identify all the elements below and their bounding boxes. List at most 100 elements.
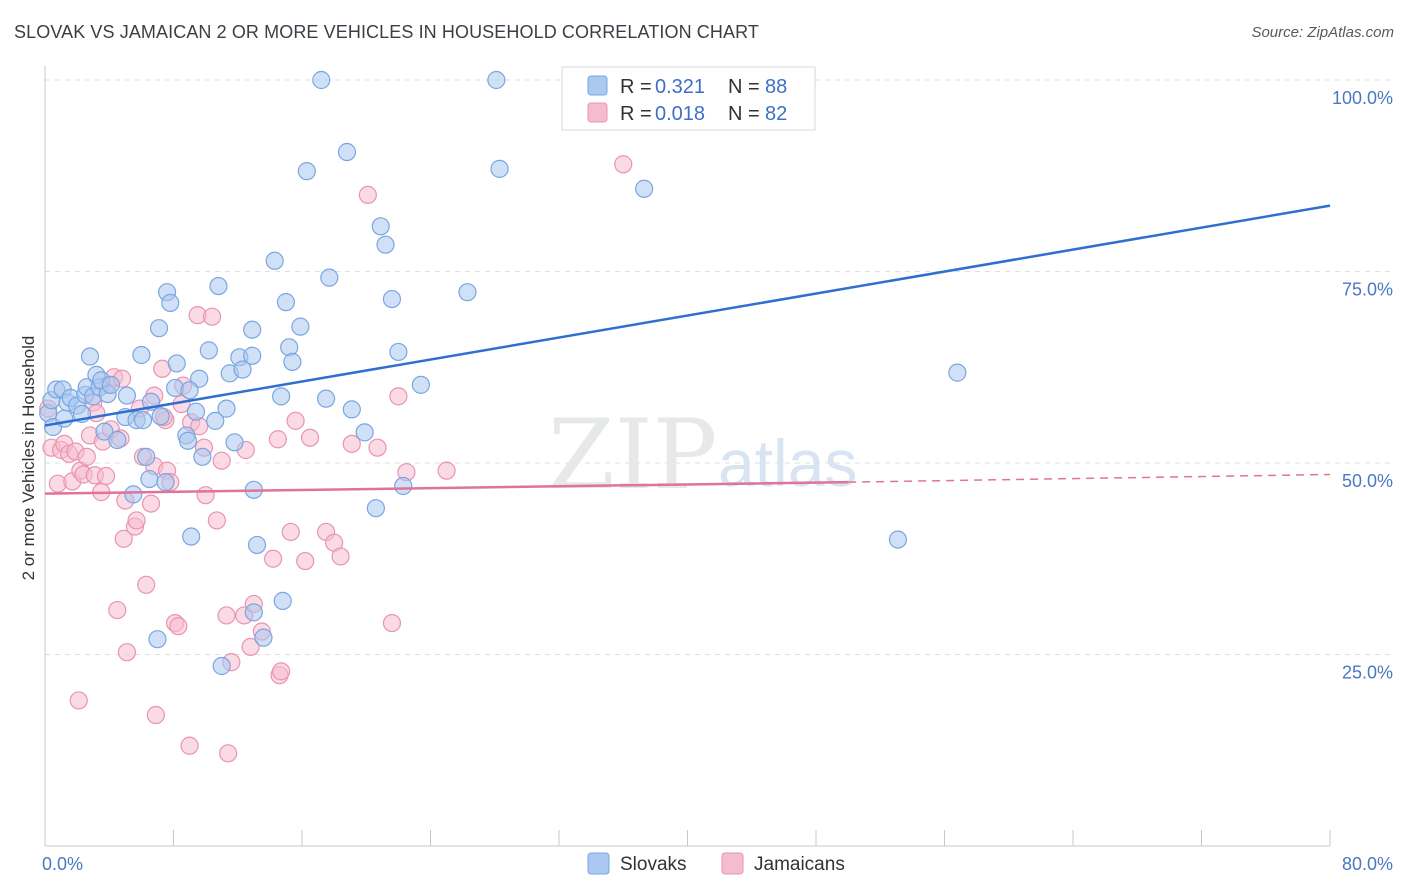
jamaican-point [241,637,260,656]
slovak-point [297,162,316,181]
legend-swatch-jamaicans [587,102,608,123]
jamaican-point [180,736,199,755]
jamaican-point [272,662,291,681]
slovak-point [366,499,385,518]
slovak-point [193,447,212,466]
slovak-point [137,447,156,466]
legend: R = 0.321 N = 88 R = 0.018 N = 82 [561,66,816,131]
slovak-point [272,387,291,406]
slovak-point [133,411,153,430]
slovak-point [206,411,225,430]
legend-r-label-2: R = [620,103,652,125]
slovak-point [376,235,395,254]
slovak-point [291,317,310,336]
chart-title: SLOVAK VS JAMAICAN 2 OR MORE VEHICLES IN… [14,22,759,42]
slovak-point [487,70,506,90]
jamaican-point [137,575,156,594]
axes [44,66,1331,847]
slovak-point [132,345,151,365]
legend-swatch-slovaks [587,75,608,96]
jamaican-point [127,511,146,530]
slovak-point [371,217,390,236]
jamaican-point [219,744,238,763]
slovak-point [394,476,413,496]
jamaican-point [331,547,350,566]
slovak-point [209,276,228,296]
slovak-point [244,603,263,622]
slovak-point [635,179,654,198]
jamaican-point [114,529,133,548]
slovak-point [265,251,284,270]
slovak-point [186,402,206,421]
legend-n-label-1: N = [728,76,760,98]
slovak-point [316,389,336,408]
y-tick-label: 50.0% [1342,471,1393,491]
jamaican-point [96,466,116,486]
legend-r-value-2: 0.018 [655,103,705,125]
slovak-point [140,469,159,489]
slovak-point [382,289,402,309]
trend-lines [44,204,1331,495]
y-tick-label: 25.0% [1342,663,1393,683]
grid-lines [45,79,1390,655]
watermark-atlas: atlas [718,426,857,500]
jamaican-point [263,549,283,568]
legend-n-value-2: 82 [765,103,787,125]
jamaican-point [202,307,222,326]
jamaican-point [117,643,137,662]
slovak-point [212,656,231,676]
slovak-point [161,293,180,313]
slovak-point [243,346,262,365]
jamaican-point [217,606,236,625]
jamaican-point [296,551,315,571]
jamaican-point [141,494,161,513]
jamaican-point [300,428,320,447]
slovak-point [243,320,262,339]
slovak-point [254,628,273,647]
y-axis-title: 2 or more Vehicles in Household [19,336,38,581]
slovak-point [888,530,908,549]
slovak-point [80,347,100,366]
x-tick-label-max: 80.0% [1342,854,1393,874]
data-points [39,70,967,763]
jamaican-trend-line-extension [848,473,1331,483]
slovak-point [948,363,967,382]
legend-r-label-1: R = [620,76,652,98]
slovak-point [490,159,509,178]
slovak-point [389,342,408,362]
slovak-point [320,268,339,287]
slovak-point [108,430,127,450]
slovak-point [149,319,169,338]
slovak-point [283,352,302,371]
slovak-point [182,527,201,546]
slovak-point [156,473,175,492]
jamaican-point [212,451,231,470]
slovak-point [355,423,374,442]
slovak-trend-line [44,204,1331,427]
slovak-point [458,283,477,302]
bottom-legend-label-slovaks: Slovaks [620,854,687,875]
jamaican-point [358,185,377,204]
jamaican-point [368,438,387,457]
slovak-point [55,409,74,428]
slovak-point [217,399,236,418]
chart-source: Source: ZipAtlas.com [1251,24,1394,41]
legend-n-label-2: N = [728,103,760,125]
slovak-point [180,381,199,400]
jamaican-point [207,511,226,530]
jamaican-point [342,434,361,453]
slovak-point [167,354,186,373]
legend-n-value-1: 88 [765,76,787,98]
slovak-point [411,375,430,394]
slovak-point [312,70,331,90]
slovak-point [233,360,252,379]
jamaican-point [268,430,288,449]
slovak-point [247,535,267,555]
jamaican-point [281,522,300,542]
slovak-point [225,433,244,452]
jamaican-point [382,613,402,633]
y-tick-label: 100.0% [1332,88,1393,108]
bottom-legend: Slovaks Jamaicans [587,852,845,875]
y-tick-labels: 25.0% 50.0% 75.0% 100.0% [1332,88,1393,683]
